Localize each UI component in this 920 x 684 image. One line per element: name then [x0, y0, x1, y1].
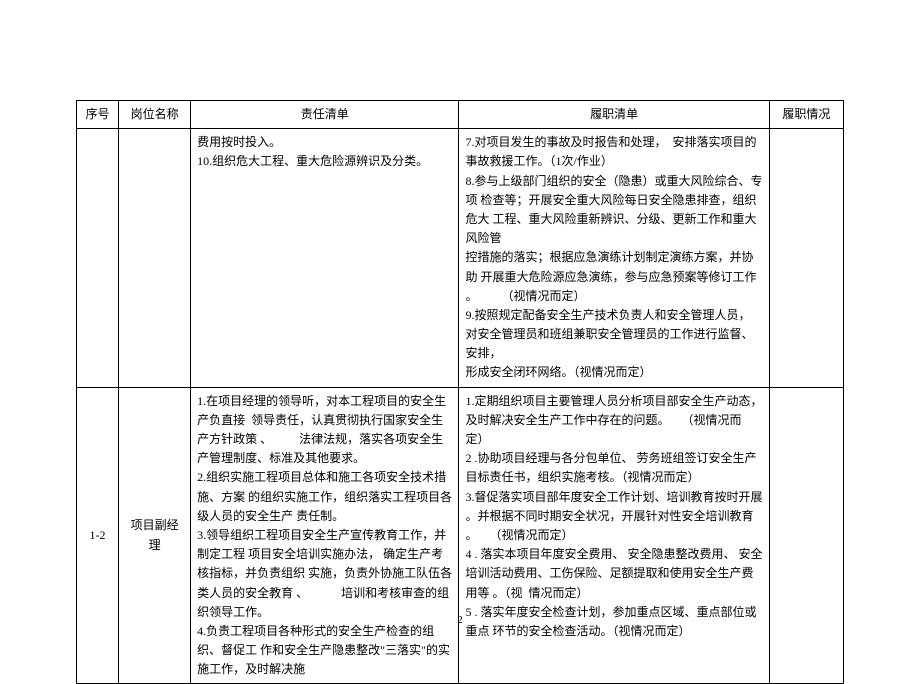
page-number: 2	[0, 612, 920, 630]
responsibility-table: 序号 岗位名称 责任清单 履职清单 履职情况 费用按时投入。 10.组织危大工程…	[76, 100, 844, 684]
cell-seq	[77, 129, 119, 387]
header-responsibility: 责任清单	[191, 101, 459, 129]
table-row: 1-2 项目副经理 1.在项目经理的领导听，对本工程项目的安全生产负直接 领导责…	[77, 387, 844, 684]
cell-responsibility: 费用按时投入。 10.组织危大工程、重大危险源辨识及分类。	[191, 129, 459, 387]
header-duty: 履职清单	[459, 101, 769, 129]
cell-responsibility: 1.在项目经理的领导听，对本工程项目的安全生产负直接 领导责任，认真贯彻执行国家…	[191, 387, 459, 684]
table-header-row: 序号 岗位名称 责任清单 履职清单 履职情况	[77, 101, 844, 129]
document-page: 序号 岗位名称 责任清单 履职清单 履职情况 费用按时投入。 10.组织危大工程…	[0, 0, 920, 650]
cell-seq: 1-2	[77, 387, 119, 684]
header-position: 岗位名称	[119, 101, 191, 129]
cell-status	[769, 129, 843, 387]
cell-duty: 1.定期组织项目主要管理人员分析项目部安全生产动态， 及时解决安全生产工作中存在…	[459, 387, 769, 684]
header-status: 履职情况	[769, 101, 843, 129]
table-row: 费用按时投入。 10.组织危大工程、重大危险源辨识及分类。 7.对项目发生的事故…	[77, 129, 844, 387]
header-seq: 序号	[77, 101, 119, 129]
cell-duty: 7.对项目发生的事故及时报告和处理， 安排落实项目的事故救援工作。（1次/作业）…	[459, 129, 769, 387]
cell-position	[119, 129, 191, 387]
cell-position: 项目副经理	[119, 387, 191, 684]
cell-status	[769, 387, 843, 684]
